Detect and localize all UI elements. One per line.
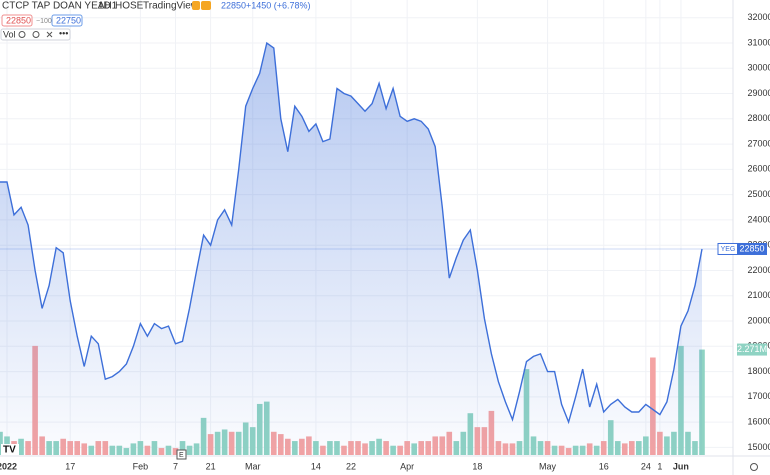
ask-box[interactable] — [51, 14, 83, 27]
y-tick-label: 28000 — [747, 113, 770, 123]
volume-bar — [650, 357, 656, 455]
y-tick-label: 20000 — [747, 315, 770, 325]
earnings-letter: E — [179, 452, 184, 459]
source: TradingView — [143, 1, 199, 12]
x-tick-label: 24 — [641, 461, 651, 471]
y-tick-label: 27000 — [747, 138, 770, 148]
tv-logo: TV — [3, 445, 16, 456]
status-badge — [201, 1, 211, 10]
volume-label: Vol — [3, 29, 16, 39]
y-tick-label: 24000 — [747, 214, 770, 224]
y-tick-label: 16000 — [747, 417, 770, 427]
settings-icon[interactable] — [32, 31, 40, 38]
x-tick-label: 2022 — [0, 461, 17, 471]
y-tick-label: 26000 — [747, 164, 770, 174]
x-tick-label: 7 — [173, 461, 178, 471]
ask: 22750 — [56, 15, 81, 25]
settings-gear[interactable] — [750, 463, 758, 471]
y-tick-label: 15000 — [747, 442, 770, 452]
x-tick-label: 16 — [599, 461, 609, 471]
earnings-marker[interactable] — [176, 449, 187, 460]
x-tick-label: 14 — [311, 461, 321, 471]
tv-logo-bg — [1, 444, 19, 455]
status-dot — [192, 1, 200, 10]
last-price: 22850 — [221, 0, 246, 10]
exchange: HOSE — [115, 1, 144, 12]
last-price-tag — [737, 242, 767, 255]
last-volume-label: 2.271M — [737, 344, 767, 354]
volume-legend[interactable] — [0, 28, 71, 41]
eye-icon[interactable] — [18, 31, 26, 38]
x-tick-label: 18 — [472, 461, 482, 471]
x-tick-label: Feb — [133, 461, 149, 471]
y-tick-label: 21000 — [747, 290, 770, 300]
y-tick-label: 18000 — [747, 366, 770, 376]
spread: −100 — [36, 18, 52, 25]
last-price-label: 22850 — [739, 243, 764, 253]
y-tick-label: 31000 — [747, 37, 770, 47]
y-tick-label: 30000 — [747, 63, 770, 73]
x-tick-label: May — [539, 461, 557, 471]
x-tick-label: Apr — [400, 461, 414, 471]
x-tick-label: Jun — [673, 461, 689, 471]
close-icon[interactable] — [46, 31, 53, 38]
y-tick-label: 17000 — [747, 391, 770, 401]
x-tick-label: 1 — [657, 461, 662, 471]
y-tick-label: 25000 — [747, 189, 770, 199]
x-tick-label: 22 — [346, 461, 356, 471]
y-tick-label: 22000 — [747, 265, 770, 275]
bid-box[interactable] — [1, 14, 33, 27]
x-tick-label: Mar — [245, 461, 261, 471]
price-line — [0, 41, 703, 425]
x-tick-label: 17 — [65, 461, 75, 471]
symbol: CTCP TAP DOAN YEAH1 — [2, 1, 118, 12]
x-tick-label: 21 — [206, 461, 216, 471]
symbol-tag: YEG — [721, 246, 736, 253]
change: +1450 (+6.78%) — [246, 0, 311, 10]
bid: 22850 — [6, 15, 31, 25]
y-tick-label: 29000 — [747, 88, 770, 98]
interval: 1D — [98, 1, 111, 12]
more-icon[interactable]: ••• — [59, 28, 68, 38]
area — [0, 43, 702, 455]
last-volume-tag — [737, 343, 767, 356]
